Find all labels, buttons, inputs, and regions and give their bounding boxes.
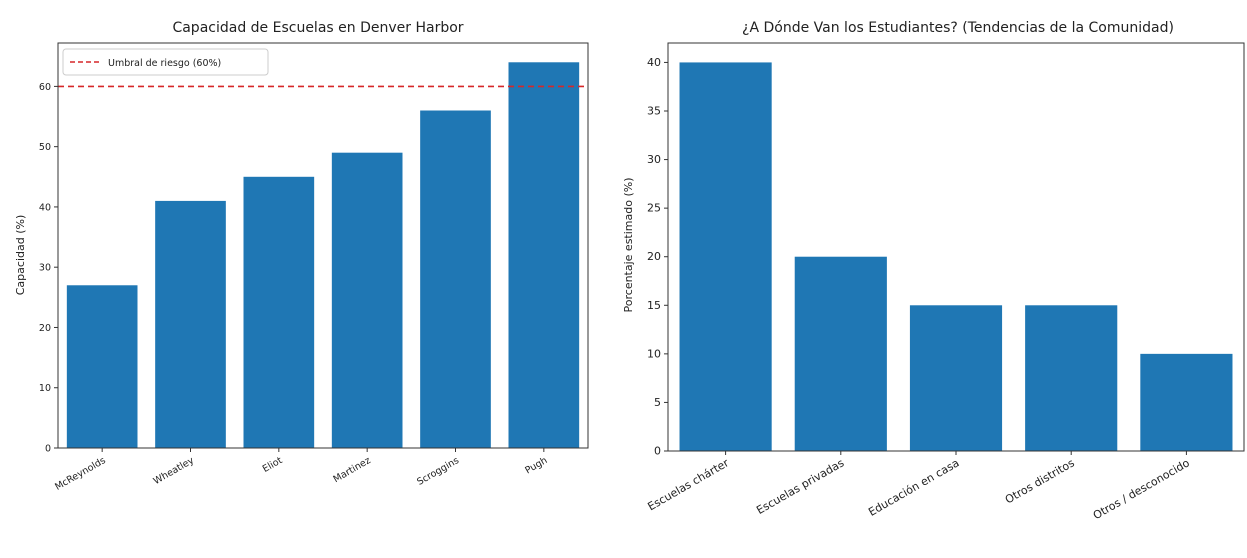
x-tick-label: Escuelas chárter (645, 456, 731, 513)
school-capacity-chart: Capacidad de Escuelas en Denver Harbor C… (14, 20, 589, 493)
y-axis-label: Capacidad (%) (14, 215, 27, 296)
student-destinations-chart: ¿A Dónde Van los Estudiantes? (Tendencia… (622, 20, 1245, 522)
bar (1025, 305, 1118, 451)
legend: Umbral de riesgo (60%) (62, 48, 269, 76)
y-tick-label: 20 (647, 250, 661, 263)
bar (66, 285, 138, 448)
y-tick-label: 40 (647, 56, 661, 69)
x-tick-label: Martinez (332, 455, 373, 485)
x-tick-label: Wheatley (152, 455, 197, 487)
y-tick-label: 15 (647, 299, 661, 312)
bar (1140, 353, 1233, 451)
bar (909, 305, 1003, 451)
chart-title: Capacidad de Escuelas en Denver Harbor (172, 20, 463, 36)
y-tick-label: 25 (647, 202, 661, 215)
x-tick-label: Otros distritos (1003, 456, 1077, 506)
y-tick-label: 5 (654, 396, 661, 409)
y-tick-label: 20 (39, 323, 51, 334)
bar (508, 62, 580, 449)
x-tick-label: McReynolds (53, 455, 107, 493)
y-tick-label: 40 (39, 202, 51, 213)
y-axis-label: Porcentaje estimado (%) (622, 178, 635, 313)
y-tick-label: 0 (45, 444, 51, 455)
legend-threshold-label: Umbral de riesgo (60%) (108, 58, 221, 69)
y-tick-label: 50 (39, 142, 51, 153)
x-tick-label: Scroggins (415, 455, 461, 488)
x-tick-label: Educación en casa (866, 456, 961, 519)
y-tick-label: 10 (647, 347, 661, 360)
x-tick-label: Eliot (261, 455, 285, 475)
y-tick-label: 35 (647, 105, 661, 118)
bar (420, 110, 491, 448)
bar (679, 62, 772, 452)
y-tick-label: 10 (39, 383, 51, 394)
y-tick-label: 60 (39, 82, 51, 93)
chart-title: ¿A Dónde Van los Estudiantes? (Tendencia… (742, 20, 1174, 36)
bar (243, 176, 315, 448)
legend-box (62, 48, 269, 76)
plot-frame (667, 42, 1245, 452)
y-tick-label: 30 (39, 263, 51, 274)
plot-frame (57, 42, 589, 449)
bar (331, 152, 403, 448)
x-tick-label: Otros / desconocido (1091, 456, 1192, 522)
x-tick-label: Pugh (523, 455, 549, 476)
y-tick-label: 0 (654, 445, 661, 458)
y-tick-label: 30 (647, 153, 661, 166)
bar (155, 200, 226, 448)
x-tick-label: Escuelas privadas (754, 456, 846, 517)
bar (794, 256, 887, 451)
